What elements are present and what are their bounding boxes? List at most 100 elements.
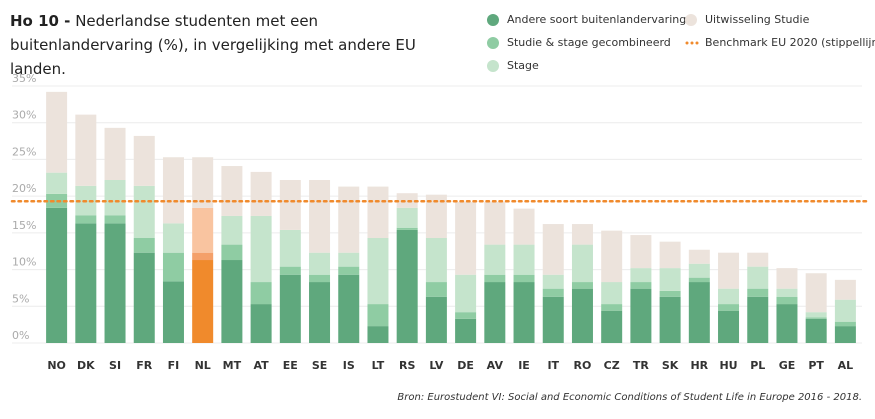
bar-segment bbox=[776, 296, 798, 305]
x-tick-label: SK bbox=[662, 359, 679, 372]
y-tick-label: 10% bbox=[12, 256, 36, 269]
legend-swatch bbox=[685, 41, 689, 45]
y-tick-label: 5% bbox=[12, 292, 29, 305]
legend-swatch bbox=[487, 60, 499, 72]
y-tick-label: 35% bbox=[12, 72, 36, 85]
bar-segment bbox=[396, 229, 418, 343]
bar-segment bbox=[834, 326, 856, 343]
bar-segment bbox=[221, 244, 243, 261]
bar-segment bbox=[133, 252, 155, 343]
legend-label: Stage bbox=[507, 59, 539, 72]
bar-segment bbox=[805, 273, 827, 313]
bar-segment bbox=[104, 223, 126, 343]
legend-swatch bbox=[690, 41, 694, 45]
x-tick-label: PL bbox=[750, 359, 765, 372]
bar-segment bbox=[104, 179, 126, 216]
bar-segment bbox=[542, 288, 564, 297]
title-label: Ho 10 - bbox=[10, 12, 71, 30]
y-tick-label: 20% bbox=[12, 182, 36, 195]
bar-segment bbox=[338, 266, 360, 275]
bar-segment bbox=[455, 202, 477, 275]
bar-segment bbox=[630, 282, 652, 289]
x-tick-label: LT bbox=[372, 359, 385, 372]
x-tick-label: RO bbox=[574, 359, 592, 372]
bar-segment bbox=[571, 288, 593, 343]
bar-segment bbox=[834, 321, 856, 327]
legend-swatch bbox=[487, 14, 499, 26]
bar-segment bbox=[250, 215, 272, 283]
bar-segment bbox=[834, 279, 856, 300]
x-tick-label: LV bbox=[429, 359, 443, 372]
x-tick-label: IS bbox=[343, 359, 355, 372]
bar-segment bbox=[513, 208, 535, 245]
chart-title: Ho 10 - Nederlandse studenten met een bu… bbox=[10, 9, 430, 81]
bar-segment bbox=[484, 282, 506, 343]
bar-segment bbox=[75, 215, 97, 224]
bar-segment bbox=[338, 252, 360, 267]
bar-segment bbox=[367, 237, 389, 305]
legend-label: Studie & stage gecombineerd bbox=[507, 36, 671, 49]
x-tick-label: FI bbox=[168, 359, 180, 372]
bar-segment bbox=[279, 179, 301, 230]
bar-segment bbox=[659, 290, 681, 297]
bar-segment bbox=[192, 260, 214, 343]
bar-segment bbox=[425, 237, 447, 283]
bar-segment bbox=[601, 310, 623, 343]
bar-segment bbox=[805, 312, 827, 318]
bar-segment bbox=[396, 193, 418, 208]
bar-segment bbox=[75, 223, 97, 343]
bar-segment bbox=[367, 186, 389, 238]
bar-segment bbox=[279, 229, 301, 267]
x-tick-label: SI bbox=[109, 359, 121, 372]
bar-segment bbox=[221, 260, 243, 343]
x-tick-label: NO bbox=[47, 359, 66, 372]
bar-segment bbox=[367, 304, 389, 327]
bar-segment bbox=[747, 296, 769, 343]
bar-segment bbox=[484, 202, 506, 245]
bar-segment bbox=[747, 252, 769, 267]
bar-segment bbox=[659, 268, 681, 291]
bar-segment bbox=[279, 266, 301, 275]
legend-label: Uitwisseling Studie bbox=[705, 13, 810, 26]
x-tick-label: PT bbox=[808, 359, 824, 372]
bar-segment bbox=[162, 252, 184, 282]
bar-segment bbox=[834, 299, 856, 322]
x-tick-label: AT bbox=[254, 359, 270, 372]
bar-segment bbox=[396, 207, 418, 228]
x-tick-label: HR bbox=[690, 359, 708, 372]
bar-segment bbox=[688, 282, 710, 343]
bar-segment bbox=[776, 288, 798, 297]
x-tick-label: EE bbox=[283, 359, 298, 372]
bar-segment bbox=[805, 317, 827, 319]
bar-segment bbox=[250, 171, 272, 216]
x-tick-label: RS bbox=[399, 359, 415, 372]
bar-segment bbox=[455, 312, 477, 319]
bar-segment bbox=[747, 288, 769, 297]
bar-segment bbox=[221, 166, 243, 216]
bar-segment bbox=[630, 288, 652, 343]
bar-segment bbox=[425, 194, 447, 238]
bar-segment bbox=[338, 186, 360, 253]
bar-segment bbox=[688, 277, 710, 283]
bar-segment bbox=[250, 282, 272, 305]
bar-segment bbox=[46, 172, 68, 194]
bar-segment bbox=[46, 91, 68, 173]
bar-segment bbox=[46, 207, 68, 343]
x-tick-label: NL bbox=[195, 359, 211, 372]
x-tick-label: DE bbox=[457, 359, 474, 372]
bar-segment bbox=[571, 282, 593, 289]
x-tick-label: FR bbox=[136, 359, 153, 372]
bar-segment bbox=[718, 310, 740, 343]
bar-segment bbox=[659, 296, 681, 343]
source: Bron: Eurostudent VI: Social and Economi… bbox=[397, 392, 862, 403]
x-tick-label: AL bbox=[838, 359, 854, 372]
bar-segment bbox=[718, 288, 740, 305]
bar-segment bbox=[309, 282, 331, 343]
x-tick-label: HU bbox=[719, 359, 737, 372]
bar-segment bbox=[601, 304, 623, 311]
bar-segment bbox=[718, 304, 740, 311]
bar-segment bbox=[133, 237, 155, 253]
bar-segment bbox=[133, 135, 155, 186]
bar-segment bbox=[455, 274, 477, 313]
